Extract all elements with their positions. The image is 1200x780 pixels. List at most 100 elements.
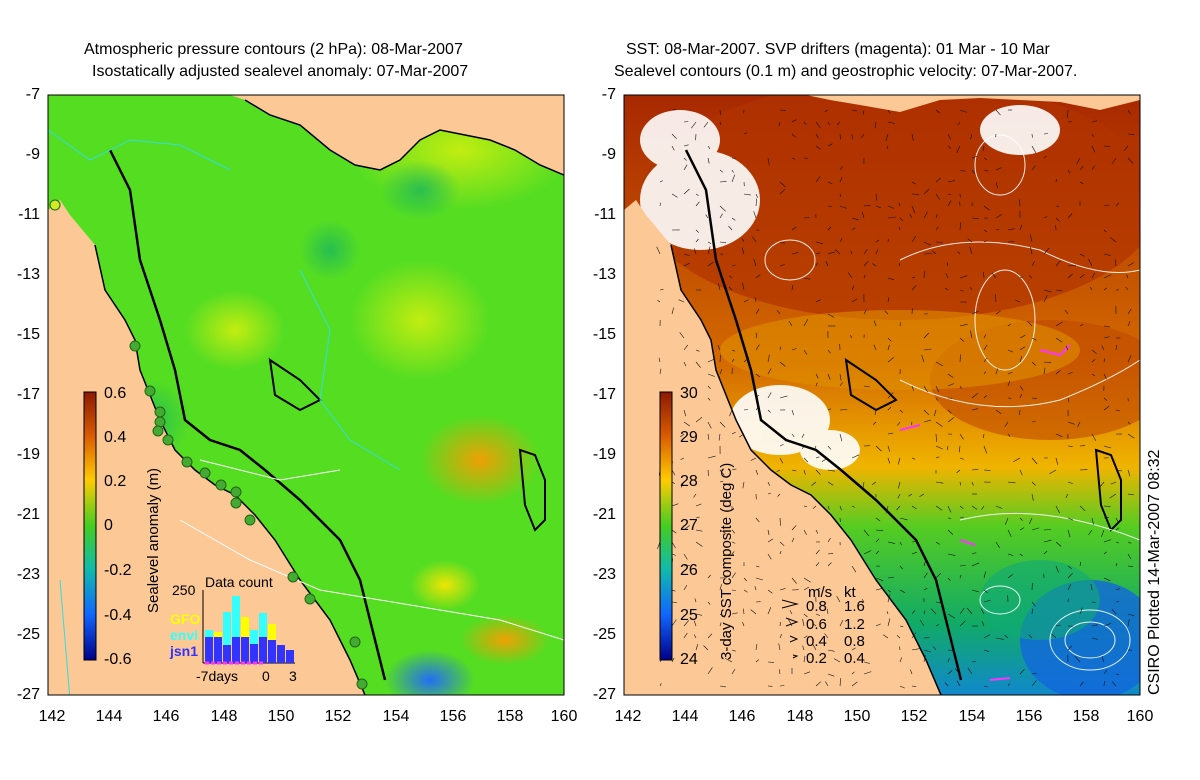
velocity-arrow [935, 421, 943, 427]
velocity-arrow [1019, 356, 1023, 363]
velocity-arrow [947, 145, 952, 150]
left-ytick: -25 [16, 626, 40, 643]
velocity-arrow [1103, 577, 1111, 582]
velocity-arrow [839, 409, 848, 411]
velocity-arrow [755, 274, 761, 279]
velocity-arrow [873, 344, 877, 351]
velocity-arrow [791, 157, 796, 160]
velocity-arrow [802, 618, 805, 627]
velocity-legend-row: 0.6 1.2 [806, 616, 865, 633]
velocity-arrow [779, 241, 786, 244]
velocity-ms: 0.8 [806, 598, 827, 615]
velocity-arrow [887, 356, 895, 363]
velocity-arrow [791, 577, 797, 584]
data-count-legend-jsn1: jsn1 [170, 643, 199, 659]
velocity-arrow [945, 287, 949, 291]
velocity-arrow [729, 275, 733, 279]
velocity-arrow [827, 408, 832, 411]
velocity-kt: 1.6 [844, 598, 865, 615]
velocity-arrow [683, 409, 687, 417]
velocity-arrow [1091, 373, 1096, 377]
velocity-arrow [1103, 287, 1107, 291]
velocity-arrow [1103, 405, 1110, 411]
velocity-arrow [731, 264, 736, 267]
velocity-arrow [966, 607, 973, 615]
velocity-arrow [935, 361, 944, 367]
data-count-ymax: 250 [172, 582, 196, 598]
left-map [48, 95, 564, 695]
velocity-arrow [887, 432, 894, 435]
velocity-arrow [1103, 325, 1110, 328]
velocity-arrow [659, 180, 663, 183]
velocity-arrow [851, 285, 855, 291]
velocity-arrow [827, 469, 836, 472]
velocity-arrow [743, 577, 748, 582]
velocity-arrow [695, 193, 699, 196]
velocity-arrow [959, 445, 961, 453]
velocity-arrow [779, 633, 782, 639]
velocity-arrow [803, 505, 808, 507]
velocity-arrow [743, 132, 748, 135]
velocity-arrow [1076, 157, 1081, 165]
velocity-arrow [671, 589, 676, 592]
velocity-arrow [695, 349, 700, 352]
velocity-arrow [1101, 529, 1105, 537]
velocity-arrow [1031, 601, 1036, 607]
velocity-arrow [691, 121, 697, 129]
velocity-arrow [719, 109, 721, 116]
velocity-arrow [923, 188, 930, 195]
velocity-arrow [1091, 120, 1097, 123]
velocity-arrow [935, 624, 939, 627]
velocity-arrow [779, 550, 782, 555]
velocity-arrow [742, 481, 745, 489]
velocity-arrow [863, 671, 872, 675]
velocity-arrow [1067, 565, 1072, 570]
velocity-arrow [1019, 346, 1026, 351]
velocity-arrow [836, 121, 841, 126]
velocity-arrow [836, 595, 841, 603]
velocity-arrow [1103, 445, 1112, 449]
velocity-arrow [719, 213, 723, 219]
velocity-arrow [812, 623, 817, 627]
velocity-arrow [851, 671, 855, 675]
velocity-arrow [1079, 681, 1084, 687]
velocity-arrow [825, 260, 829, 267]
velocity-arrow [1055, 205, 1060, 207]
velocity-arrow [947, 649, 955, 651]
velocity-arrow [731, 541, 736, 544]
velocity-arrow [899, 565, 903, 570]
velocity-arrow [959, 323, 968, 327]
velocity-arrow [1079, 324, 1084, 327]
velocity-arrow [671, 601, 677, 603]
velocity-arrow [909, 213, 913, 219]
velocity-arrow [995, 505, 1003, 509]
velocity-arrow [1031, 673, 1037, 675]
velocity-arrow [1103, 397, 1108, 401]
velocity-arrow [753, 258, 757, 267]
velocity-arrow [959, 385, 962, 389]
right-cb-tick: 26 [680, 562, 698, 579]
left-xtick: 152 [324, 708, 352, 725]
velocity-arrow [1043, 529, 1052, 531]
right-cb-tick: 29 [680, 429, 698, 446]
velocity-arrow [767, 553, 772, 560]
velocity-arrow [1049, 469, 1057, 474]
velocity-arrow [1055, 321, 1063, 327]
velocity-arrow [899, 541, 902, 546]
velocity-arrow [731, 174, 736, 183]
velocity-arrow [860, 133, 865, 139]
velocity-arrow [827, 673, 835, 677]
velocity-arrow [886, 505, 889, 514]
velocity-arrow [671, 193, 678, 198]
velocity-arrow [983, 169, 989, 172]
velocity-arrow [931, 250, 937, 255]
velocity-arrow [1123, 145, 1129, 151]
velocity-arrow [779, 188, 786, 195]
velocity-arrow [875, 239, 880, 243]
velocity-arrow [1127, 308, 1132, 315]
right-map [624, 95, 1140, 695]
velocity-arrow [1004, 421, 1009, 427]
velocity-arrow [767, 589, 773, 594]
velocity-arrow [803, 586, 810, 591]
velocity-arrow [1127, 433, 1135, 439]
